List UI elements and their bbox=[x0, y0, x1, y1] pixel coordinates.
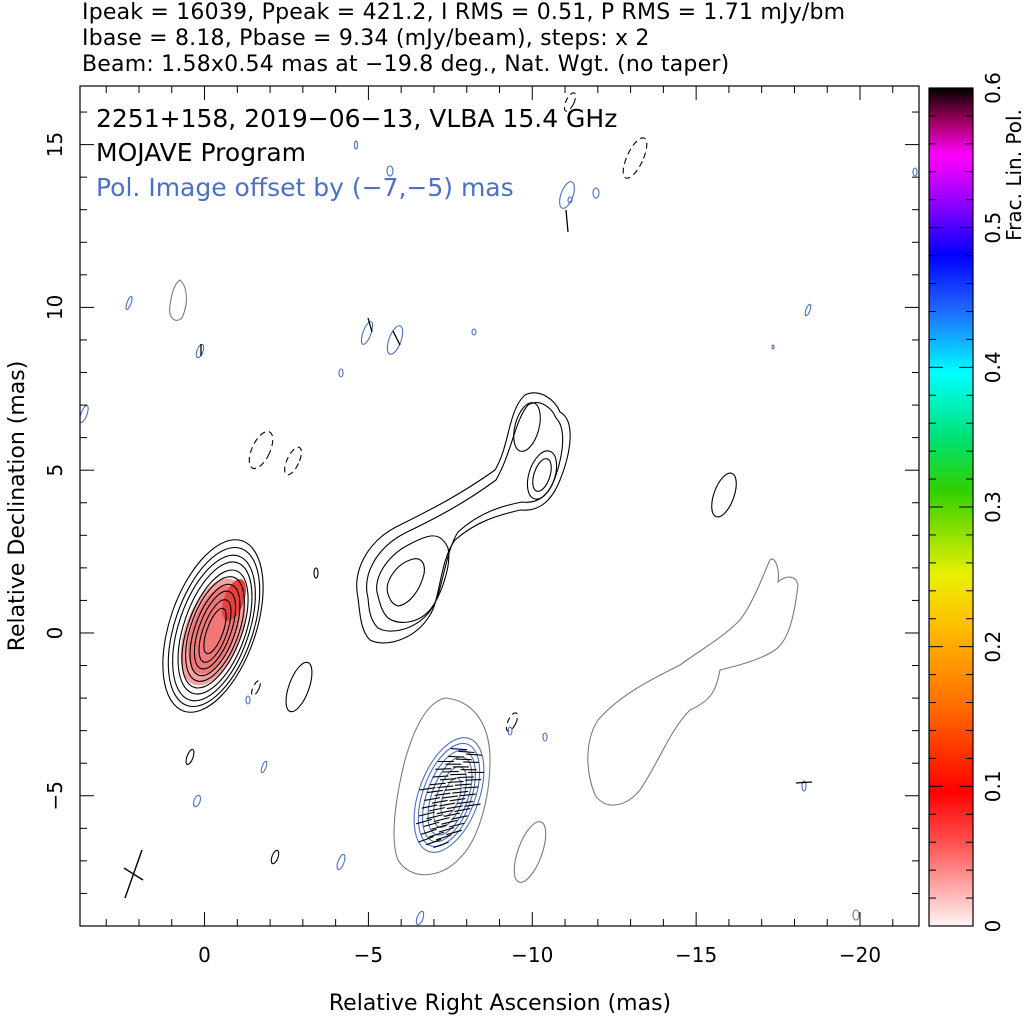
evpa-tick bbox=[432, 775, 449, 778]
source-annotation: 2251+158, 2019−06−13, VLBA 15.4 GHz bbox=[96, 104, 617, 133]
evpa-tick bbox=[433, 841, 449, 849]
evpa-tick bbox=[418, 836, 434, 843]
program-annotation: MOJAVE Program bbox=[96, 138, 306, 167]
evpa-tick bbox=[434, 792, 451, 796]
evpa-tick bbox=[431, 799, 448, 804]
evpa-tick bbox=[423, 821, 440, 828]
x-axis-label: Relative Right Ascension (mas) bbox=[329, 991, 671, 1016]
evpa-tick bbox=[438, 827, 455, 833]
evpa-tick bbox=[465, 779, 482, 781]
evpa-tick bbox=[418, 811, 435, 817]
evpa-tick bbox=[444, 788, 461, 791]
evpa-tick bbox=[463, 761, 480, 763]
evpa-tick bbox=[448, 822, 465, 828]
colorbar-tick-label: 0.2 bbox=[981, 631, 1005, 663]
evpa-tick bbox=[436, 834, 452, 841]
evpa-tick bbox=[429, 782, 446, 786]
evpa-tick bbox=[424, 797, 441, 801]
y-tick-label: 15 bbox=[43, 132, 67, 157]
evpa-tick bbox=[446, 805, 463, 810]
offset-intensity-contours bbox=[169, 279, 860, 921]
colorbar: 0 0.1 0.2 0.3 0.4 0.5 0.6 Frac. Lin. Pol. bbox=[928, 72, 1026, 932]
x-tick-label: −20 bbox=[839, 943, 881, 967]
plot-frame bbox=[79, 85, 920, 927]
header-line-3: Beam: 1.58x0.54 mas at −19.8 deg., Nat. … bbox=[82, 52, 730, 77]
core-intensity-contours bbox=[162, 539, 264, 713]
evpa-tick bbox=[465, 753, 482, 756]
colorbar-tick-label: 0.1 bbox=[981, 770, 1005, 802]
beam-marker bbox=[123, 849, 144, 899]
evpa-tick bbox=[428, 831, 445, 838]
evpa-tick bbox=[444, 812, 461, 817]
evpa-tick bbox=[450, 748, 467, 751]
x-tick-labels: 0 −5 −10 −15 −20 bbox=[198, 943, 881, 967]
y-tick-label: −5 bbox=[43, 781, 67, 810]
colorbar-label: Frac. Lin. Pol. bbox=[1002, 109, 1026, 241]
evpa-tick bbox=[449, 798, 466, 802]
y-tick-label: 10 bbox=[43, 295, 67, 320]
evpa-tick bbox=[433, 817, 450, 823]
colorbar-tick-label: 0.3 bbox=[981, 491, 1005, 523]
offset-annotation: Pol. Image offset by (−7,−5) mas bbox=[96, 173, 514, 202]
evpa-tick bbox=[421, 804, 438, 809]
evpa-tick bbox=[442, 770, 459, 773]
evpa-tick bbox=[416, 818, 432, 825]
colorbar-tick-label: 0 bbox=[981, 920, 1005, 933]
evpa-tick bbox=[454, 783, 472, 786]
colorbar-tick-label: 0.4 bbox=[981, 351, 1005, 383]
evpa-tick bbox=[439, 802, 456, 807]
evpa-tick bbox=[437, 785, 454, 789]
colorbar-tick-label: 0.5 bbox=[981, 212, 1005, 244]
header-line-1: Ipeak = 16039, Ppeak = 421.2, I RMS = 0.… bbox=[82, 0, 846, 25]
evpa-tick bbox=[419, 787, 436, 791]
evpa-tick bbox=[425, 838, 442, 846]
evpa-tick bbox=[458, 750, 475, 754]
evpa-tick bbox=[462, 786, 479, 789]
jet-intensity-contours bbox=[185, 392, 737, 865]
evpa-tick bbox=[450, 773, 467, 776]
y-tick-labels: −5 0 5 10 15 bbox=[43, 132, 67, 811]
colorbar-tick-labels: 0 0.1 0.2 0.3 0.4 0.5 0.6 bbox=[981, 72, 1005, 932]
isolated-evpa-ticks bbox=[200, 209, 813, 784]
evpa-tick bbox=[431, 824, 447, 830]
y-tick-label: 0 bbox=[43, 627, 67, 640]
y-axis-label: Relative Declination (mas) bbox=[5, 361, 30, 652]
evpa-tick bbox=[451, 815, 468, 820]
y-tick-label: 5 bbox=[43, 464, 67, 477]
evpa-tick bbox=[464, 803, 481, 807]
evpa-tick bbox=[429, 807, 445, 812]
evpa-ticks bbox=[416, 748, 484, 849]
evpa-tick bbox=[446, 829, 462, 836]
evpa-tick bbox=[426, 814, 443, 820]
evpa-tick bbox=[426, 789, 443, 794]
evpa-tick bbox=[442, 795, 458, 799]
evpa-tick bbox=[459, 793, 476, 797]
evpa-tick bbox=[436, 809, 453, 815]
axis-ticks bbox=[80, 86, 919, 927]
x-tick-label: 0 bbox=[198, 943, 211, 967]
evpa-tick bbox=[455, 758, 472, 761]
evpa-tick bbox=[447, 780, 464, 784]
negative-contours bbox=[248, 92, 648, 732]
evpa-tick bbox=[435, 768, 452, 770]
evpa-tick bbox=[457, 800, 474, 805]
evpa-tick bbox=[421, 828, 437, 835]
evpa-tick bbox=[441, 819, 458, 825]
evpa-tick bbox=[452, 790, 469, 794]
colorbar-ticks bbox=[929, 87, 973, 927]
evpa-tick bbox=[454, 808, 471, 812]
plot-area bbox=[80, 92, 918, 926]
evpa-tick bbox=[439, 778, 456, 781]
x-tick-label: −5 bbox=[354, 943, 383, 967]
evpa-tick bbox=[457, 776, 474, 779]
polarization-contours bbox=[80, 140, 918, 926]
header-line-2: Ibase = 8.18, Pbase = 9.34 (mJy/beam), s… bbox=[82, 26, 650, 51]
x-tick-label: −10 bbox=[511, 943, 553, 967]
x-tick-label: −15 bbox=[675, 943, 717, 967]
colorbar-tick-label: 0.6 bbox=[981, 72, 1005, 104]
evpa-tick bbox=[448, 755, 465, 758]
